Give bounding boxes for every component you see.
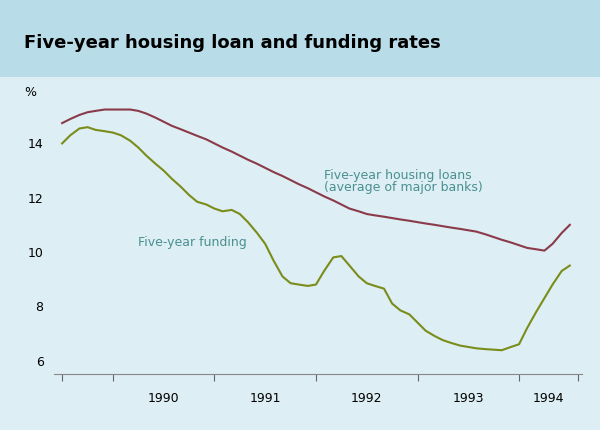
Text: 1993: 1993	[452, 392, 484, 405]
Text: (average of major banks): (average of major banks)	[324, 181, 483, 194]
Text: 1990: 1990	[148, 392, 179, 405]
Text: Five-year housing loans: Five-year housing loans	[324, 169, 472, 182]
Text: Five-year housing loan and funding rates: Five-year housing loan and funding rates	[24, 34, 441, 52]
Text: %: %	[24, 86, 36, 99]
Text: 1991: 1991	[250, 392, 281, 405]
Text: Five-year funding: Five-year funding	[138, 236, 247, 249]
Text: 1994: 1994	[533, 392, 564, 405]
Text: 1992: 1992	[351, 392, 382, 405]
